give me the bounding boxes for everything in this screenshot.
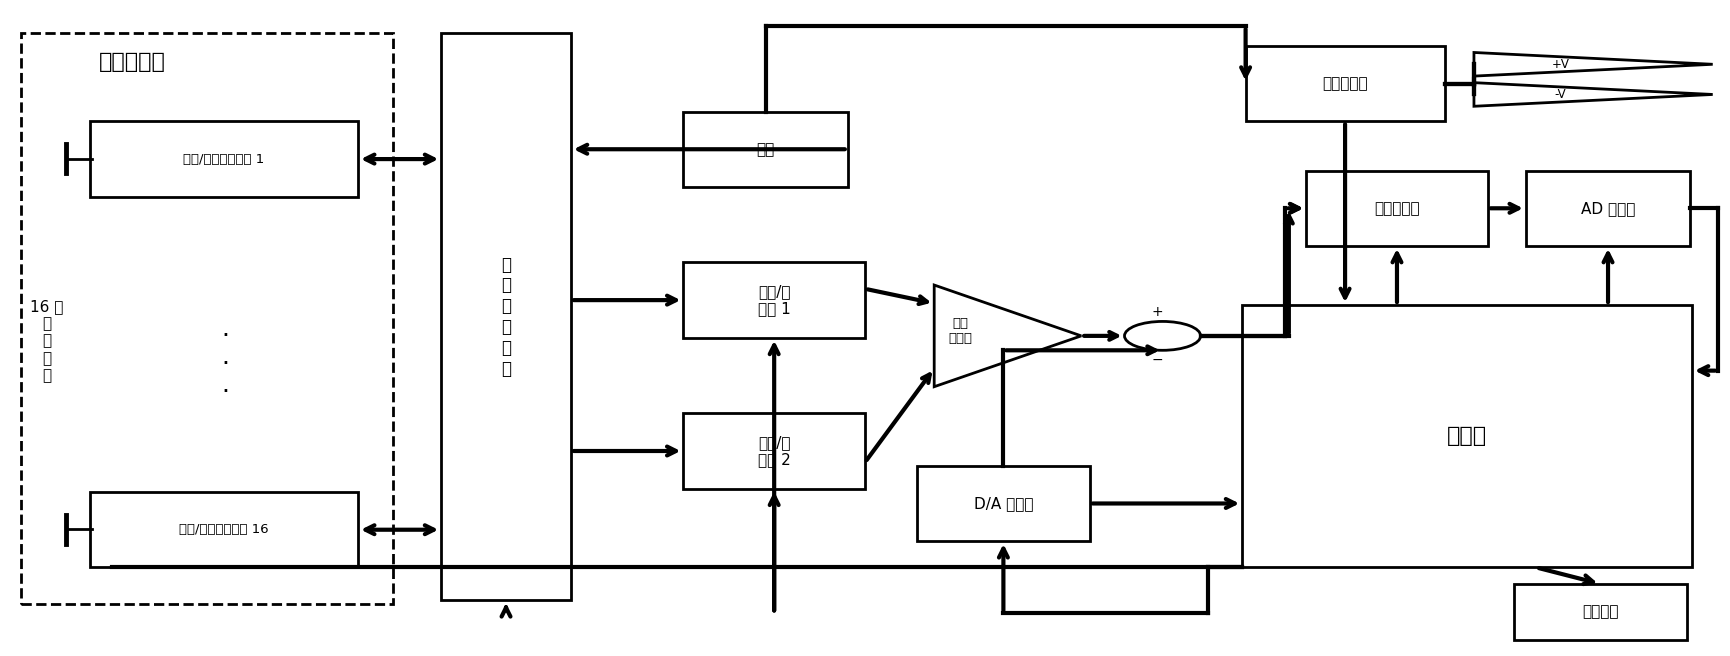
Bar (441, 33, 571, 600)
Text: 差动
放大器: 差动 放大器 (948, 317, 972, 344)
Polygon shape (1474, 52, 1713, 76)
Text: −: − (1150, 352, 1163, 367)
Text: -V: -V (1555, 88, 1566, 101)
Bar (917, 466, 1090, 541)
Circle shape (1124, 321, 1201, 350)
Bar (90, 121, 358, 197)
Text: 电阻/电压转换通道 16: 电阻/电压转换通道 16 (180, 523, 268, 536)
Text: 电阻/电压转换通道 1: 电阻/电压转换通道 1 (183, 153, 265, 165)
Bar (1242, 305, 1692, 567)
Text: ·
·
·: · · · (221, 324, 228, 404)
Text: 程控放大器: 程控放大器 (1374, 201, 1420, 216)
Bar (683, 413, 865, 489)
Text: +: + (1150, 305, 1163, 319)
Bar (1526, 171, 1690, 246)
Bar (21, 33, 393, 604)
Text: 16 不
锈
钢
电
极: 16 不 锈 钢 电 极 (29, 299, 64, 383)
Polygon shape (934, 285, 1081, 386)
Text: +V: +V (1552, 58, 1569, 71)
Text: 双向电流源: 双向电流源 (1322, 76, 1368, 91)
Text: D/A 转换器: D/A 转换器 (974, 496, 1033, 511)
Bar (1514, 584, 1687, 640)
Text: 采样/保
持器 2: 采样/保 持器 2 (758, 435, 791, 467)
Text: 通
道
控
制
模
块: 通 道 控 制 模 块 (502, 256, 510, 377)
Bar (90, 492, 358, 567)
Bar (683, 262, 865, 338)
Text: 通讯模块: 通讯模块 (1581, 604, 1619, 619)
Bar (1306, 171, 1488, 246)
Text: 单片机: 单片机 (1446, 426, 1488, 446)
Bar (1246, 46, 1445, 121)
Polygon shape (1474, 83, 1713, 106)
Bar (683, 112, 848, 187)
Text: 电阻传感器: 电阻传感器 (99, 52, 166, 72)
Text: 采样/保
持器 1: 采样/保 持器 1 (758, 284, 791, 316)
Text: 激励: 激励 (756, 142, 775, 157)
Text: AD 转换器: AD 转换器 (1581, 201, 1635, 216)
